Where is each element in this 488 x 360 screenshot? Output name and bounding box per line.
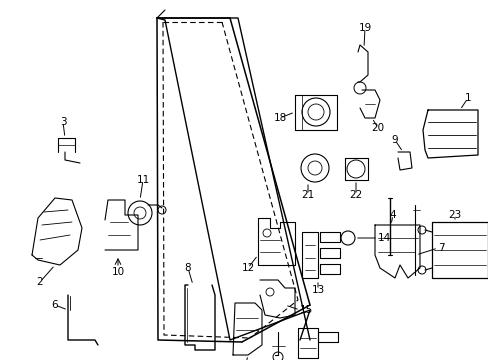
- Text: 4: 4: [389, 210, 395, 220]
- Text: 3: 3: [60, 117, 66, 127]
- Text: 12: 12: [241, 263, 254, 273]
- Text: 11: 11: [136, 175, 149, 185]
- Text: 10: 10: [111, 267, 124, 277]
- Text: 1: 1: [464, 93, 470, 103]
- Text: 2: 2: [37, 277, 43, 287]
- Text: 23: 23: [447, 210, 461, 220]
- Text: 18: 18: [273, 113, 286, 123]
- Text: 6: 6: [52, 300, 58, 310]
- Text: 20: 20: [371, 123, 384, 133]
- Text: 13: 13: [311, 285, 324, 295]
- Text: 8: 8: [184, 263, 191, 273]
- Text: 9: 9: [391, 135, 398, 145]
- Text: 21: 21: [301, 190, 314, 200]
- Text: 22: 22: [348, 190, 362, 200]
- Text: 15: 15: [299, 305, 313, 315]
- Text: 7: 7: [437, 243, 444, 253]
- Text: 19: 19: [358, 23, 371, 33]
- Text: 14: 14: [377, 233, 390, 243]
